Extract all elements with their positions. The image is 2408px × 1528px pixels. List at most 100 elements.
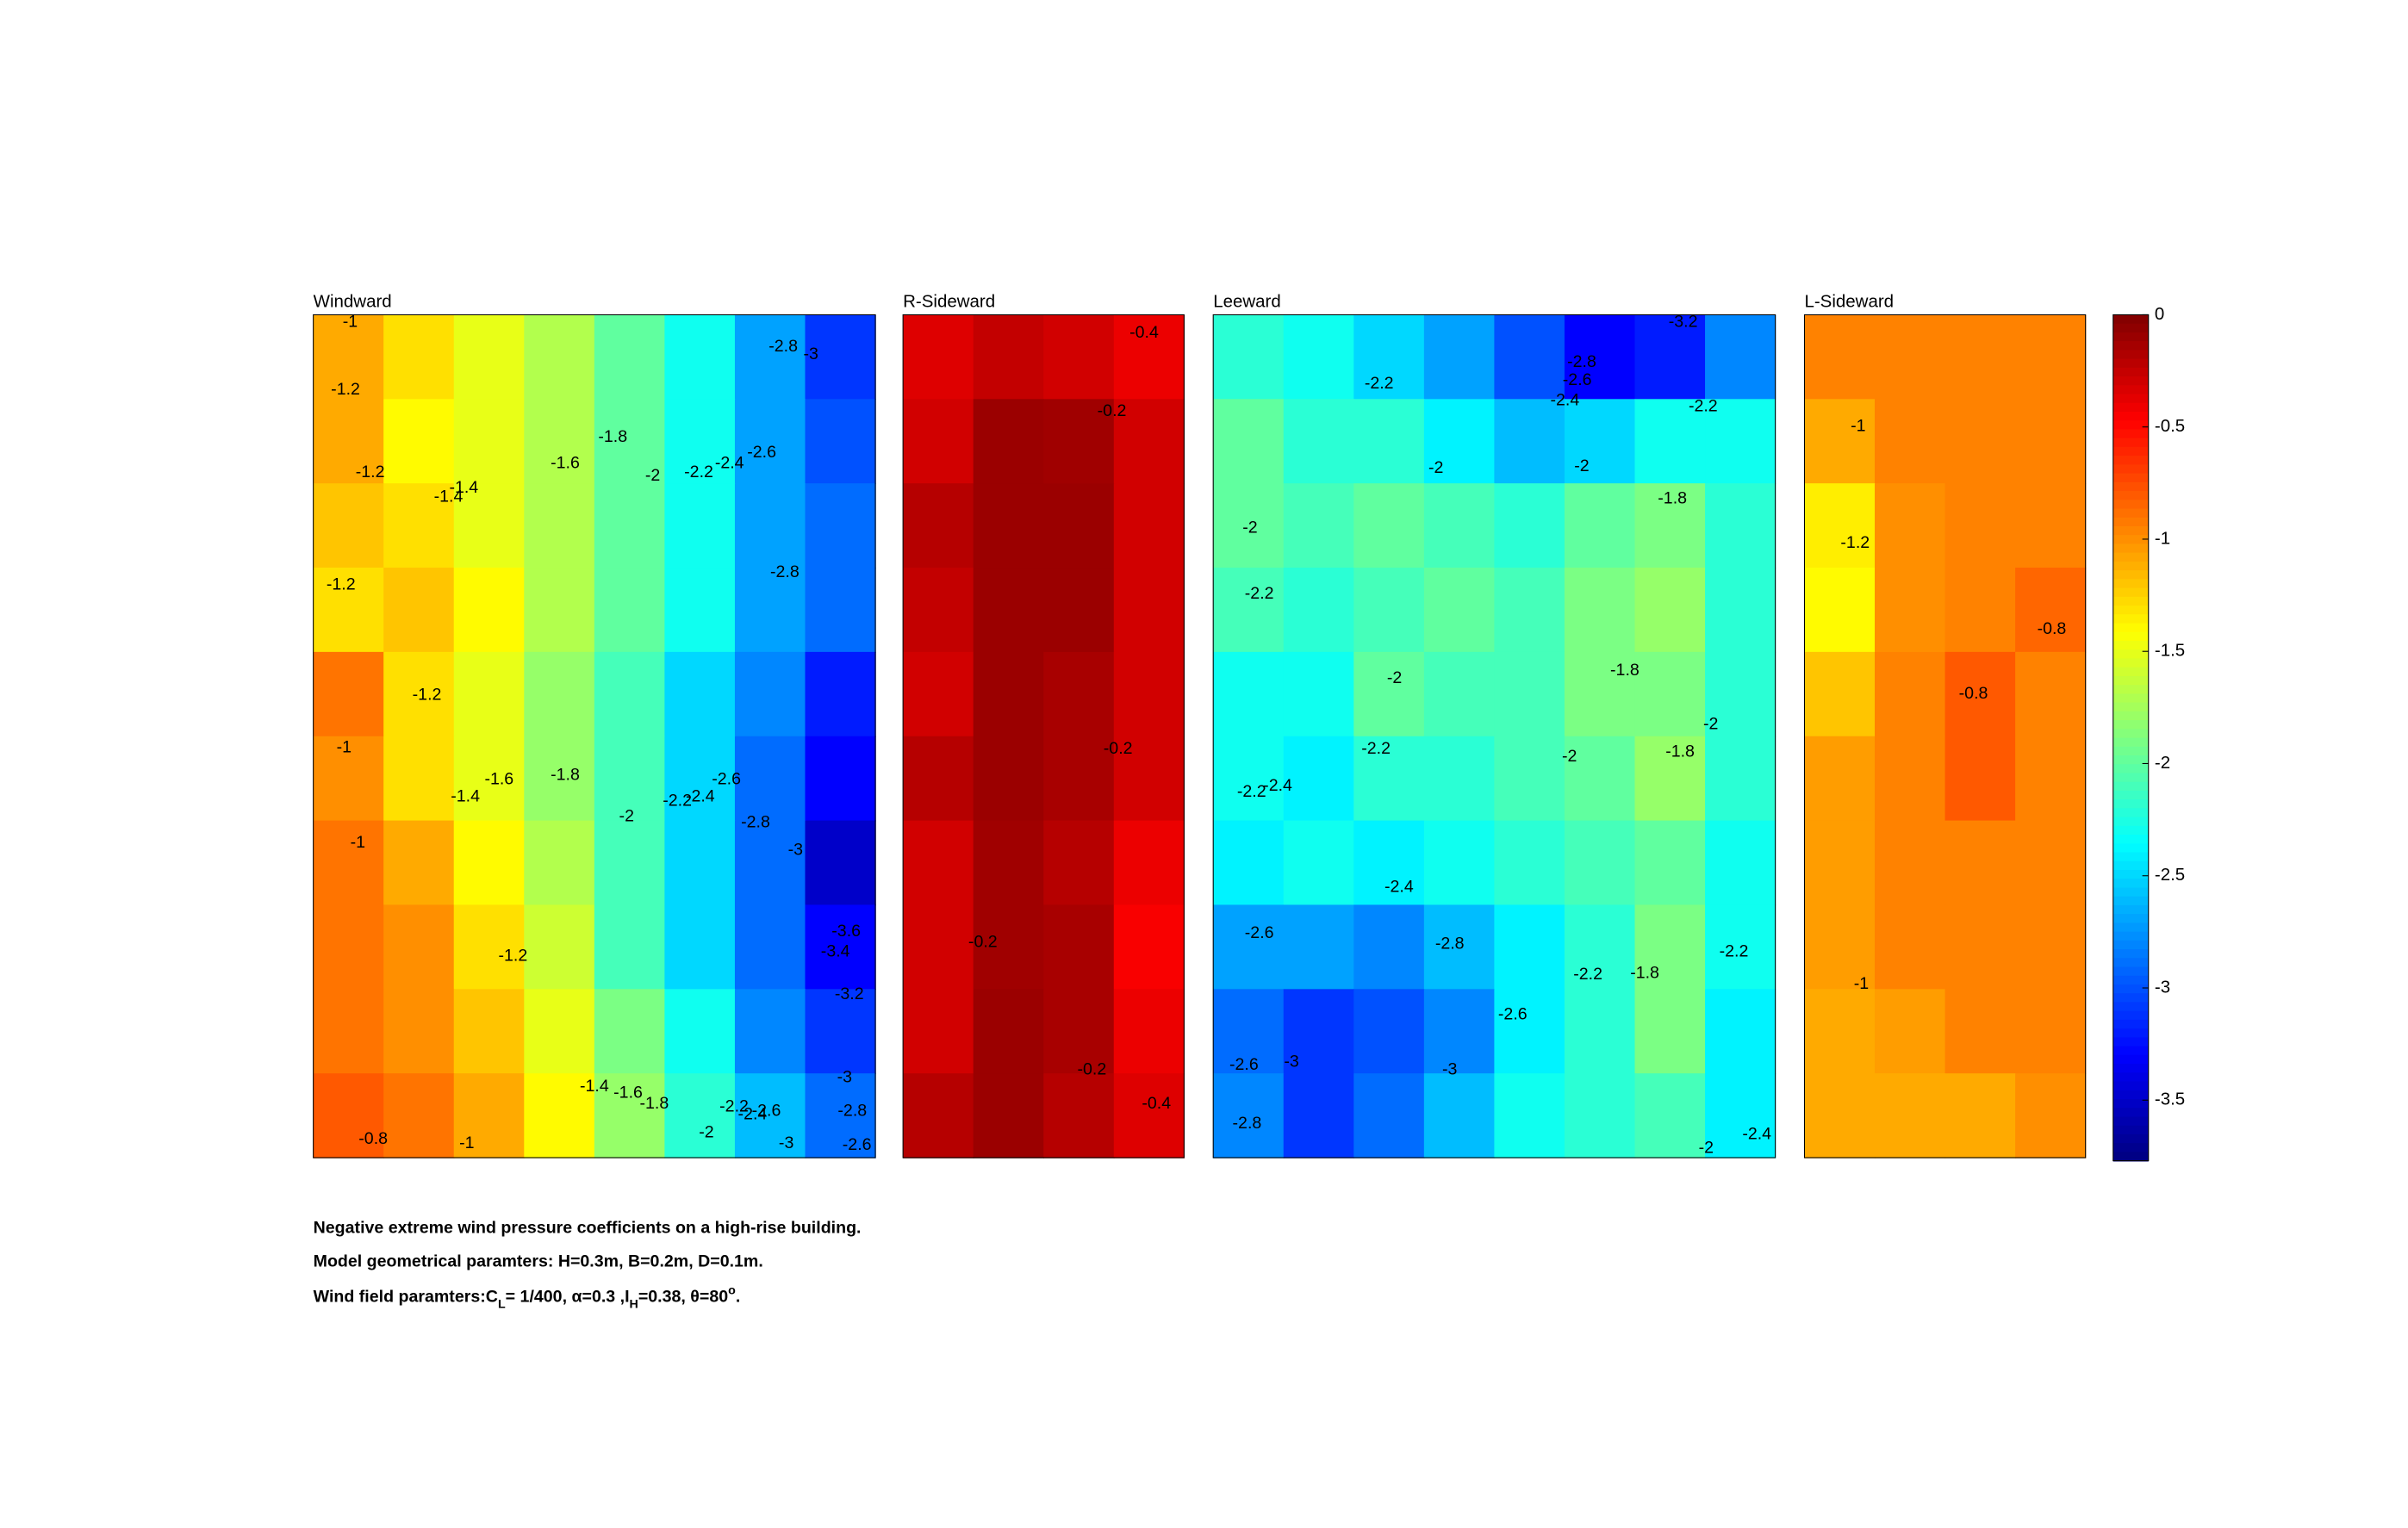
- contour-cell: [383, 820, 455, 906]
- contour-cell: [1283, 1073, 1355, 1158]
- contour-label: -2.8: [741, 813, 770, 832]
- colorbar-swatch: [2112, 631, 2149, 642]
- contour-cell: [1944, 820, 2016, 906]
- contour-cell: [383, 568, 455, 653]
- contour-cell: [1705, 904, 1776, 991]
- contour-cell: [1113, 904, 1185, 991]
- subscript: H: [630, 1298, 638, 1312]
- contour-cell: [453, 568, 525, 653]
- contour-cell: [453, 483, 525, 568]
- contour-label: -2.2: [684, 463, 713, 481]
- contour-cell: [1564, 736, 1636, 822]
- colorbar-tick-label: -3: [2155, 977, 2170, 997]
- contour-cell: [1213, 314, 1285, 401]
- contour-cell: [805, 483, 876, 568]
- colorbar-swatch: [2112, 411, 2149, 422]
- contour-cell: [524, 736, 595, 822]
- contour-label: -3: [788, 841, 804, 860]
- contour-cell: [594, 820, 666, 906]
- contour-cell: [1113, 820, 1185, 906]
- contour-label: -2.2: [1237, 782, 1266, 801]
- contour-cell: [1353, 314, 1425, 401]
- contour-cell: [1113, 736, 1185, 822]
- colorbar-swatch: [2112, 1046, 2149, 1056]
- colorbar-swatch: [2112, 438, 2149, 448]
- contour-cell: [903, 820, 974, 906]
- contour-cell: [1634, 1073, 1706, 1158]
- contour-cell: [1043, 651, 1115, 737]
- contour-cell: [524, 568, 595, 653]
- colorbar-swatch: [2112, 879, 2149, 889]
- colorbar-swatch: [2112, 729, 2149, 739]
- contour-cell: [805, 568, 876, 653]
- contour-label: -1: [337, 737, 352, 756]
- contour-cell: [1564, 568, 1636, 653]
- contour-cell: [1944, 736, 2016, 822]
- contour-cell: [1634, 314, 1706, 401]
- contour-cell: [973, 736, 1044, 822]
- contour-cell: [1944, 314, 2016, 401]
- contour-cell: [734, 1073, 806, 1158]
- colorbar-tick-label: -3.5: [2155, 1090, 2185, 1109]
- contour-cell: [1043, 483, 1115, 568]
- contour-label: -2.4: [1384, 877, 1414, 896]
- contour-cell: [453, 399, 525, 484]
- contour-cell: [664, 904, 736, 991]
- contour-cell: [1113, 1073, 1185, 1158]
- colorbar-swatch: [2112, 773, 2149, 783]
- contour-cell: [1804, 989, 1876, 1074]
- contour-label: -2.2: [663, 792, 692, 811]
- contour-cell: [1564, 314, 1636, 401]
- contour-label: -1: [343, 313, 358, 332]
- contour-cell: [805, 989, 876, 1074]
- contour-label: -2.6: [1245, 923, 1274, 942]
- colorbar-swatch: [2112, 896, 2149, 906]
- contour-cell: [313, 651, 384, 737]
- contour-cell: [594, 568, 666, 653]
- contour-label: -2.8: [768, 337, 798, 356]
- contour-cell: [2015, 568, 2087, 653]
- contour-cell: [664, 1073, 736, 1158]
- contour-label: -0.2: [1098, 401, 1127, 420]
- contour-label: -2.6: [712, 770, 741, 789]
- contour-label: -2: [1562, 747, 1577, 766]
- colorbar-swatch: [2112, 517, 2149, 527]
- colorbar-swatch: [2112, 843, 2149, 854]
- contour-cell: [1705, 399, 1776, 484]
- contour-cell: [1804, 314, 1876, 401]
- colorbar-swatch: [2112, 1081, 2149, 1091]
- contour-cell: [1353, 820, 1425, 906]
- colorbar-swatch: [2112, 464, 2149, 475]
- contour-label: -2.2: [719, 1096, 749, 1115]
- contour-cell: [524, 1073, 595, 1158]
- contour-cell: [664, 399, 736, 484]
- colorbar-swatch: [2112, 385, 2149, 395]
- contour-label: -1: [351, 833, 365, 852]
- contour-cell: [453, 651, 525, 737]
- colorbar-tick-label: -2.5: [2155, 865, 2185, 885]
- contour-cell: [1213, 483, 1285, 568]
- contour-cell: [1283, 904, 1355, 991]
- contour-label: -1.4: [580, 1077, 609, 1096]
- colorbar-swatch: [2112, 685, 2149, 695]
- contour-cell: [664, 989, 736, 1074]
- contour-cell: [805, 904, 876, 991]
- contour-cell: [1494, 314, 1565, 401]
- contour-cell: [903, 651, 974, 737]
- colorbar-swatch: [2112, 535, 2149, 545]
- contour-cell: [805, 651, 876, 737]
- contour-cell: [903, 1073, 974, 1158]
- contour-cell: [664, 651, 736, 737]
- contour-label: -3: [803, 345, 818, 363]
- colorbar-swatch: [2112, 869, 2149, 880]
- contour-cell: [1423, 1073, 1496, 1158]
- colorbar-swatch: [2112, 835, 2149, 845]
- contour-label: -2: [645, 466, 660, 485]
- contour-cell: [1423, 568, 1496, 653]
- contour-cell: [1353, 1073, 1425, 1158]
- contour-cell: [1353, 989, 1425, 1074]
- contour-cell: [1043, 989, 1115, 1074]
- contour-cell: [1944, 651, 2016, 737]
- colorbar-tick-label: -1: [2155, 528, 2170, 548]
- contour-label: -1.8: [1658, 489, 1687, 508]
